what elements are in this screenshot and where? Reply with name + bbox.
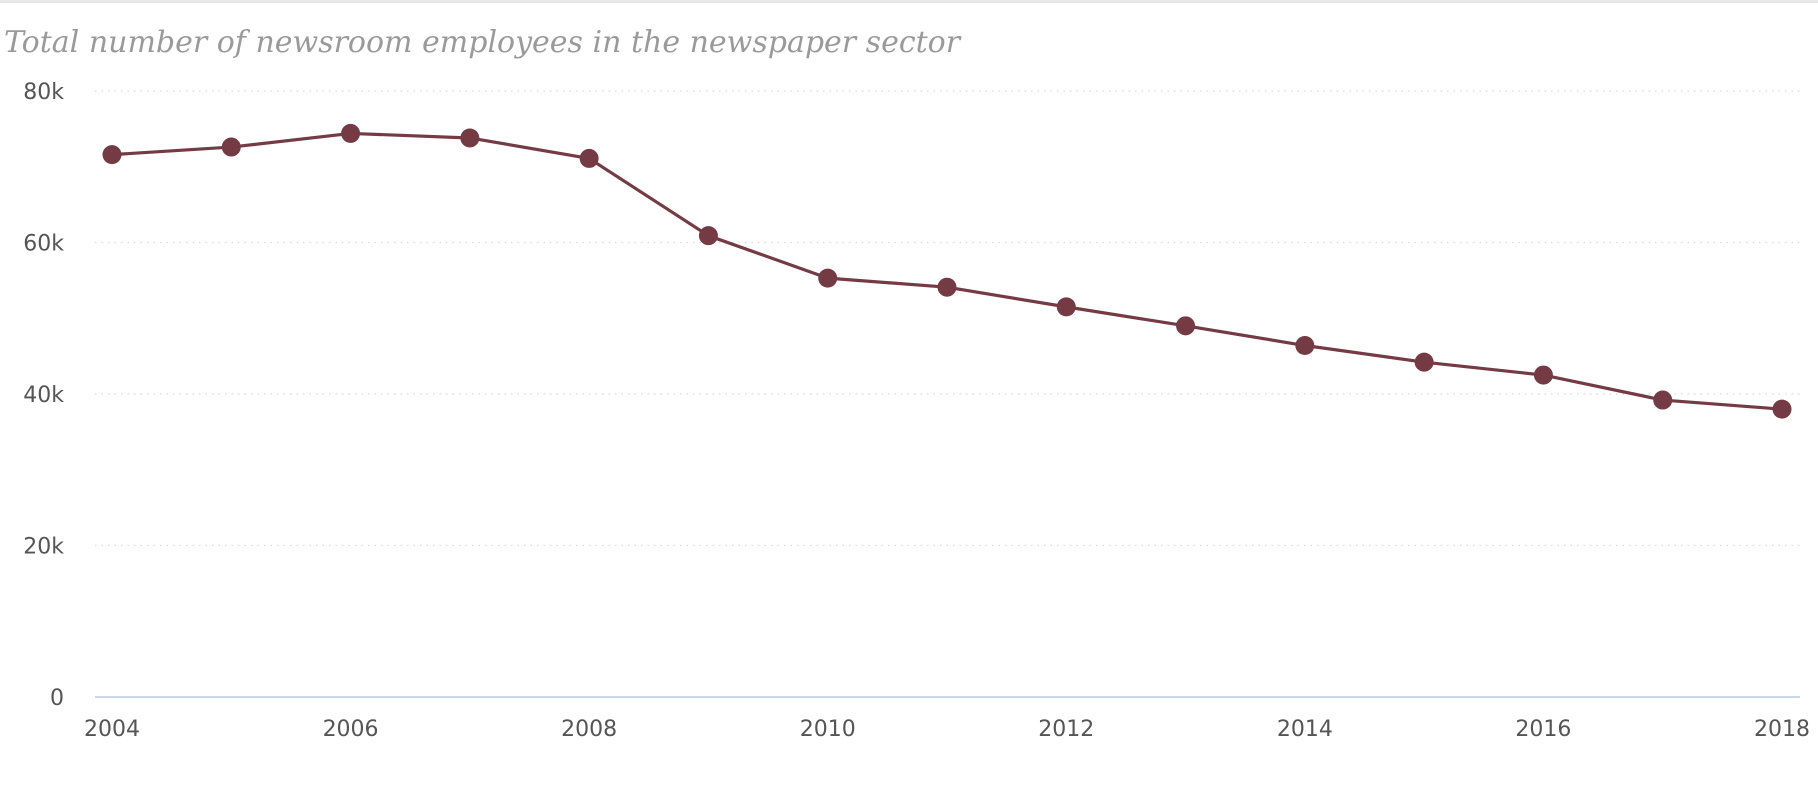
data-point[interactable] [937,277,957,297]
series-line-group [110,131,1784,411]
x-tick-label: 2006 [323,717,379,742]
data-point[interactable] [1056,297,1076,317]
x-tick-label: 2004 [84,717,140,742]
data-point[interactable] [579,148,599,168]
data-point[interactable] [698,226,718,246]
grid-lines [95,90,1800,698]
data-point[interactable] [1295,336,1315,356]
x-tick-label: 2018 [1754,717,1810,742]
data-point[interactable] [1414,352,1434,372]
x-tick-label: 2010 [800,717,856,742]
data-point[interactable] [221,137,241,157]
top-border [0,0,1818,3]
y-tick-label: 0 [50,686,64,711]
series-line [110,131,1784,411]
data-points [102,123,1792,419]
y-tick-label: 80k [23,80,64,105]
x-tick-label: 2012 [1038,717,1094,742]
chart-title: Total number of newsroom employees in th… [4,25,961,60]
data-point[interactable] [460,128,480,148]
y-tick-label: 20k [23,535,64,560]
data-point[interactable] [1176,316,1196,336]
data-point[interactable] [102,145,122,165]
y-tick-label: 40k [23,383,64,408]
x-axis-labels: 2004 2006 2008 2010 2012 2014 2016 2018 [84,717,1810,742]
x-tick-label: 2016 [1515,717,1571,742]
data-point[interactable] [341,123,361,143]
x-tick-label: 2014 [1277,717,1333,742]
data-point[interactable] [1653,390,1673,410]
data-point[interactable] [1772,399,1792,419]
x-tick-label: 2008 [561,717,617,742]
y-tick-label: 60k [23,232,64,257]
data-point[interactable] [1533,365,1553,385]
data-point[interactable] [818,268,838,288]
y-axis-labels: 0 20k 40k 60k 80k [23,80,64,711]
